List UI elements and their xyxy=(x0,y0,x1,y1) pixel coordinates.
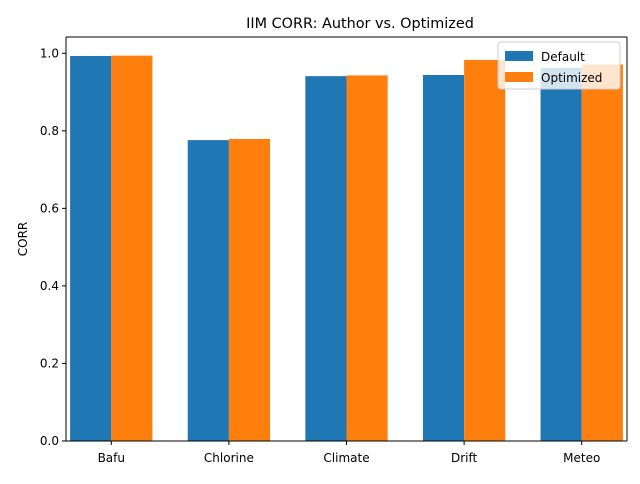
legend-label-optimized: Optimized xyxy=(541,71,602,85)
bar-optimized-chlorine xyxy=(228,138,271,441)
legend-swatch-optimized xyxy=(505,72,533,82)
plot-area: 0.0 0.2 0.4 0.6 0.8 1.0 Bafu Chlorine Climate Dri… xyxy=(40,36,628,465)
bar-default-meteo xyxy=(540,68,582,441)
y-tick-label: 0.8 xyxy=(40,124,59,138)
x-tick-label-bafu: Bafu xyxy=(98,451,125,465)
legend: Default Optimized xyxy=(497,41,621,90)
y-tick-label: 1.0 xyxy=(40,46,59,60)
y-tick-label: 0.6 xyxy=(40,201,59,215)
bar-default-climate xyxy=(305,76,347,442)
y-tick-label: 0.4 xyxy=(40,279,59,293)
y-axis-label: CORR xyxy=(16,222,30,257)
y-tick-label: 0.0 xyxy=(40,434,59,448)
bar-default-bafu xyxy=(70,55,112,442)
y-tick-label: 0.2 xyxy=(40,356,59,370)
bar-default-chlorine xyxy=(187,140,229,441)
x-tick-label-drift: Drift xyxy=(451,451,478,465)
bar-optimized-bafu xyxy=(111,55,153,442)
bar-optimized-climate xyxy=(346,75,388,441)
x-tick-label-meteo: Meteo xyxy=(563,451,600,465)
legend-swatch-default xyxy=(505,51,533,61)
bar-optimized-drift xyxy=(464,59,506,441)
legend-label-default: Default xyxy=(541,50,585,64)
x-tick-label-climate: Climate xyxy=(323,451,369,465)
bar-optimized-meteo xyxy=(581,64,623,441)
x-tick-label-chlorine: Chlorine xyxy=(204,451,254,465)
chart-title: IIM CORR: Author vs. Optimized xyxy=(246,16,474,32)
bar-default-drift xyxy=(422,74,465,442)
